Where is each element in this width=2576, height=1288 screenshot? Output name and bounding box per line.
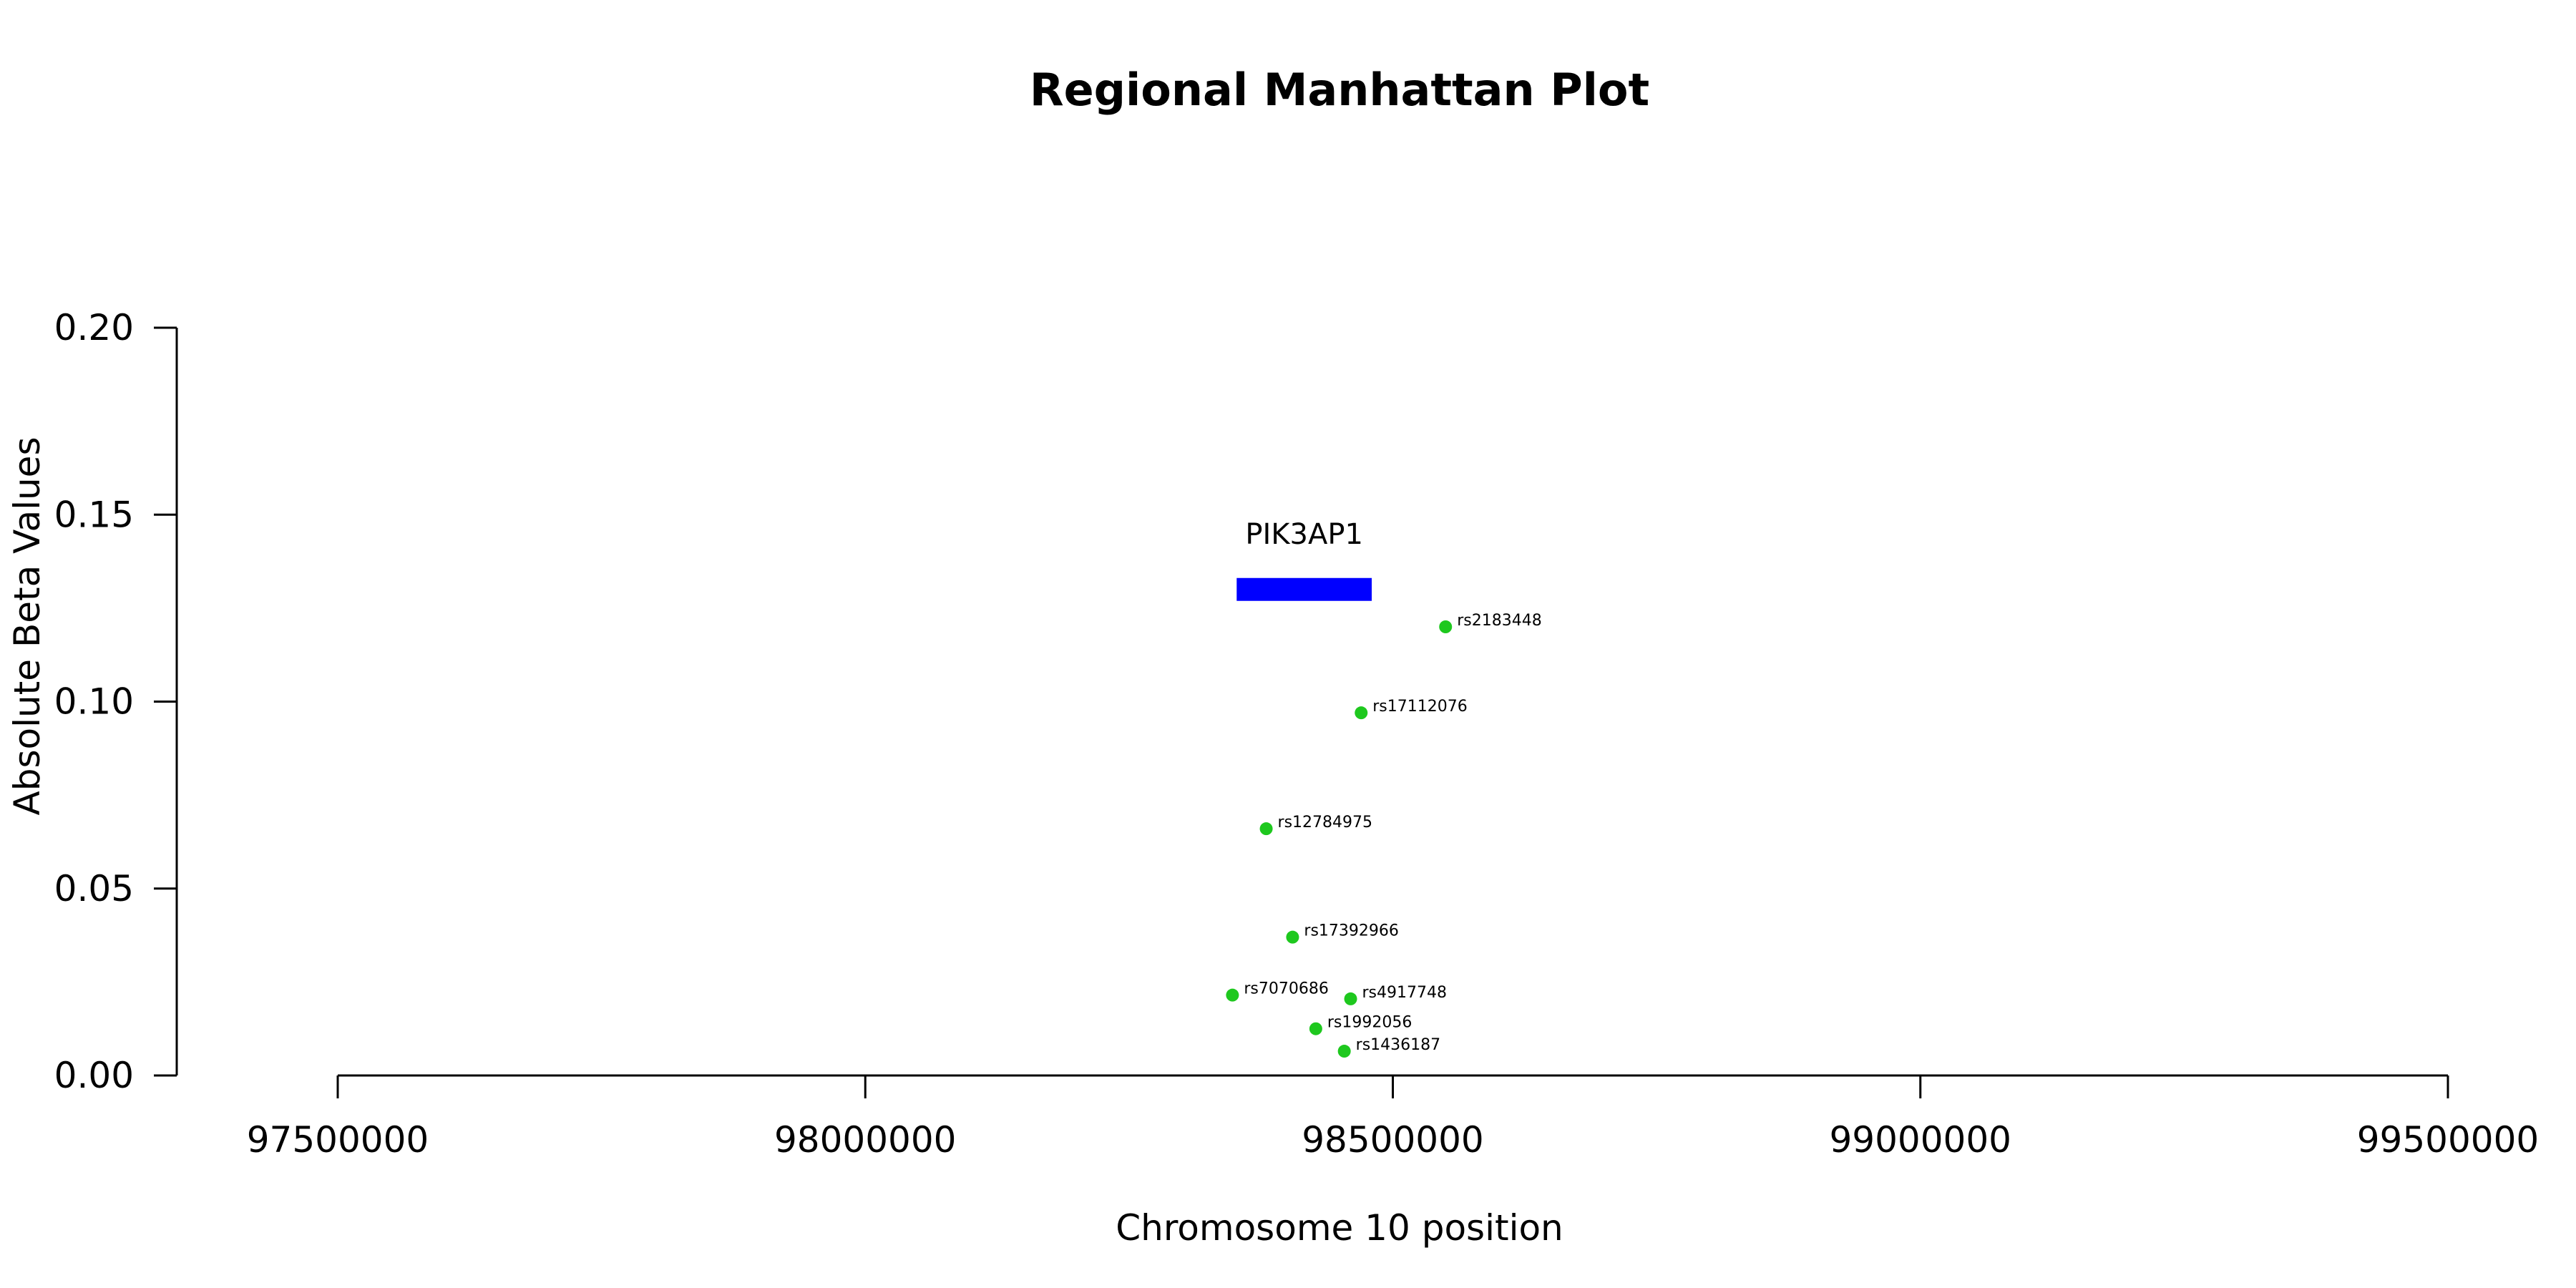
x-tick-label: 97500000 bbox=[247, 1119, 429, 1161]
snp-point bbox=[1337, 1045, 1351, 1058]
y-axis-label: Absolute Beta Values bbox=[6, 437, 48, 816]
y-tick-label: 0.10 bbox=[54, 681, 134, 723]
x-tick-label: 99000000 bbox=[1830, 1119, 2012, 1161]
gene-layer: PIK3AP1 bbox=[1236, 518, 1372, 601]
chart-title: Regional Manhattan Plot bbox=[1030, 64, 1649, 116]
snp-label: rs1992056 bbox=[1327, 1014, 1413, 1032]
snp-point bbox=[1439, 620, 1453, 633]
x-tick-label: 99500000 bbox=[2357, 1119, 2540, 1161]
y-tick-label: 0.15 bbox=[54, 494, 134, 535]
x-tick-label: 98000000 bbox=[774, 1119, 957, 1161]
axes: 0.00 0.05 0.10 0.15 0.20 97500000 98000000 9850… bbox=[54, 307, 2540, 1161]
snp-point bbox=[1344, 992, 1357, 1005]
snp-label: rs12784975 bbox=[1278, 814, 1372, 831]
snp-point bbox=[1259, 822, 1273, 836]
snp-label: rs17112076 bbox=[1372, 698, 1467, 716]
snp-point bbox=[1309, 1022, 1322, 1035]
x-axis-label: Chromosome 10 position bbox=[1116, 1207, 1563, 1249]
y-tick-label: 0.00 bbox=[54, 1055, 134, 1096]
snp-label: rs1436187 bbox=[1356, 1036, 1441, 1054]
gene-bar bbox=[1236, 577, 1372, 601]
points-layer: rs2183448 rs17112076 rs12784975 rs17392966 r… bbox=[1226, 612, 1542, 1058]
snp-label: rs17392966 bbox=[1304, 922, 1398, 940]
gene-label: PIK3AP1 bbox=[1245, 518, 1363, 551]
x-tick-label: 98500000 bbox=[1302, 1119, 1484, 1161]
snp-label: rs2183448 bbox=[1457, 612, 1542, 630]
y-tick-label: 0.05 bbox=[54, 868, 134, 909]
snp-point bbox=[1355, 706, 1368, 720]
snp-label: rs7070686 bbox=[1244, 980, 1329, 998]
snp-point bbox=[1226, 988, 1239, 1002]
snp-point bbox=[1286, 930, 1299, 944]
y-tick-label: 0.20 bbox=[54, 307, 134, 348]
snp-label: rs4917748 bbox=[1362, 984, 1448, 1002]
